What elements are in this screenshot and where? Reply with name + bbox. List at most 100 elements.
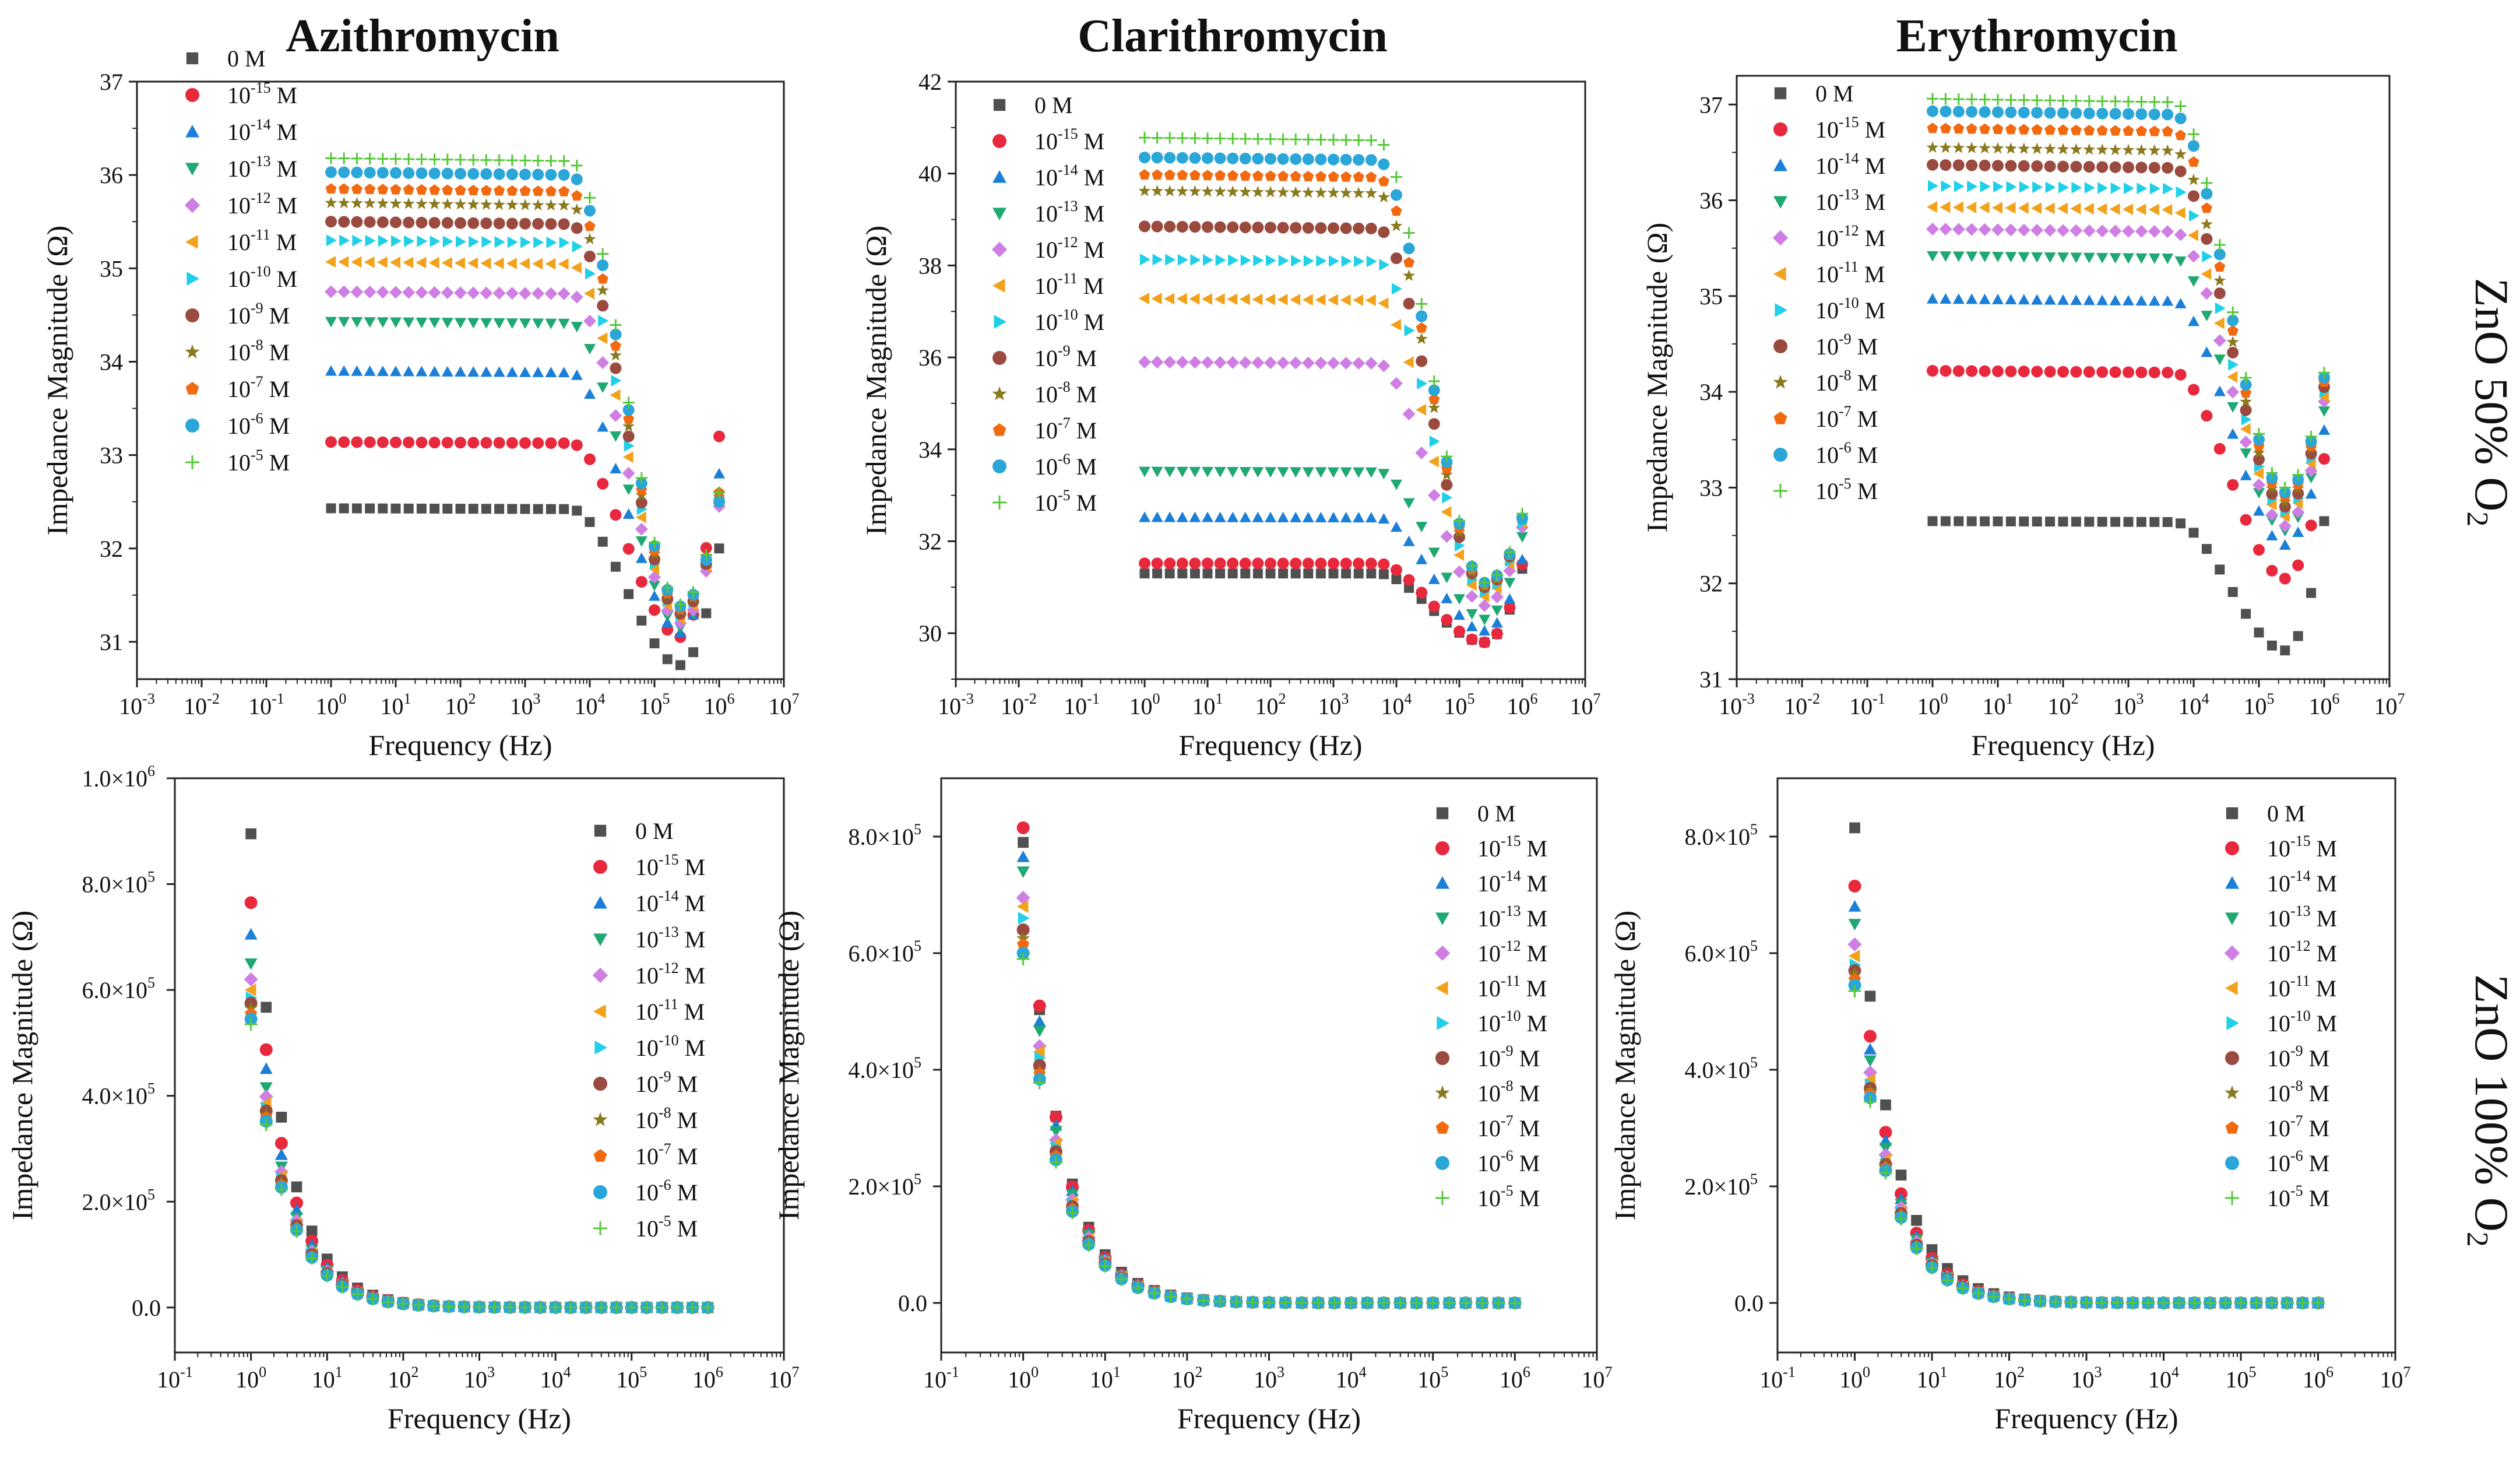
- data-point: [1353, 557, 1365, 570]
- data-point: [2162, 517, 2173, 527]
- data-point: [1353, 467, 1365, 478]
- data-point: [532, 217, 544, 230]
- x-tick-label: 106: [692, 1364, 723, 1393]
- x-tick-label: 100: [1129, 690, 1160, 719]
- y-tick-label: 32: [918, 528, 942, 554]
- legend-entry: 10-7 M: [227, 373, 290, 402]
- data-point: [244, 896, 258, 909]
- data-point: [1453, 549, 1464, 561]
- data-point: [2214, 261, 2226, 272]
- data-point: [2137, 182, 2148, 195]
- data-point: [1992, 123, 2004, 134]
- data-point: [2070, 224, 2083, 237]
- data-point: [2083, 107, 2095, 120]
- data-point: [1361, 1296, 1374, 1309]
- data-point: [1151, 152, 1163, 164]
- data-point: [2148, 295, 2160, 306]
- x-tick-label: 101: [1917, 1364, 1948, 1393]
- data-point: [480, 217, 492, 230]
- y-tick-label: 32: [100, 536, 123, 562]
- data-point: [1151, 293, 1162, 305]
- data-point: [325, 436, 337, 448]
- data-point: [597, 248, 609, 260]
- data-point: [389, 197, 402, 209]
- data-point: [1276, 356, 1290, 370]
- data-point: [1403, 574, 1415, 586]
- data-point: [390, 317, 402, 328]
- data-point: [2135, 108, 2148, 120]
- data-point: [1340, 153, 1352, 166]
- data-point: [2174, 297, 2187, 308]
- legend-marker: [2225, 981, 2238, 995]
- data-point: [1403, 498, 1415, 509]
- y-tick-label: 42: [918, 69, 942, 95]
- x-tick-label: 10-2: [184, 690, 220, 719]
- data-point: [571, 190, 583, 201]
- y-tick-label: 2.0×105: [82, 1186, 155, 1215]
- data-point: [1227, 221, 1239, 233]
- data-point: [2080, 1296, 2093, 1309]
- data-point: [1189, 466, 1201, 477]
- data-point: [1252, 153, 1264, 165]
- legend-entry: 10-14 M: [635, 887, 705, 916]
- data-point: [1214, 557, 1226, 570]
- legend-entry: 10-5 M: [1815, 475, 1878, 504]
- series-4: [1847, 937, 2325, 1311]
- data-point: [2005, 106, 2017, 118]
- legend-marker: [185, 419, 199, 433]
- series-4: [1138, 355, 1529, 612]
- data-point: [1226, 185, 1239, 198]
- legend-marker: [2225, 1085, 2240, 1099]
- data-point: [1426, 1296, 1440, 1309]
- data-point: [1303, 171, 1314, 182]
- data-point: [364, 216, 376, 228]
- data-point: [584, 250, 596, 262]
- data-point: [416, 167, 428, 180]
- legend-marker: [185, 308, 199, 322]
- data-point: [1847, 937, 1862, 952]
- data-point: [2279, 482, 2291, 494]
- legend-entry: 10-13 M: [1815, 186, 1885, 215]
- data-point: [519, 366, 531, 377]
- legend-entry: 10-7 M: [635, 1140, 698, 1169]
- data-point: [2018, 124, 2030, 135]
- data-point: [1455, 539, 1465, 551]
- data-point: [404, 235, 415, 247]
- data-point: [1453, 515, 1465, 527]
- data-point: [622, 404, 635, 416]
- data-point: [441, 437, 453, 449]
- data-point: [597, 332, 608, 345]
- data-point: [1353, 294, 1364, 306]
- data-point: [416, 503, 427, 514]
- data-point: [1391, 189, 1402, 201]
- data-point: [1189, 132, 1201, 145]
- legend-marker: [593, 896, 607, 909]
- x-tick-label: 101: [1192, 690, 1223, 719]
- data-point: [1453, 609, 1465, 620]
- legend-marker: [993, 99, 1006, 111]
- legend-marker: [992, 423, 1006, 436]
- data-point: [2148, 161, 2160, 174]
- data-point: [2017, 223, 2030, 237]
- data-point: [1504, 602, 1516, 614]
- y-tick-label: 0.0: [1734, 1290, 1764, 1316]
- y-axis-label: Impedance Magnitude (Ω): [860, 226, 892, 535]
- data-point: [1429, 435, 1440, 448]
- data-point: [2162, 125, 2173, 136]
- x-tick-label: 103: [464, 1364, 495, 1393]
- data-point: [493, 437, 505, 449]
- data-point: [1139, 557, 1150, 570]
- legend-marker: [2225, 876, 2239, 889]
- data-point: [622, 484, 635, 496]
- y-tick-label: 34: [100, 349, 123, 375]
- data-point: [571, 222, 583, 234]
- y-tick-label: 30: [918, 620, 942, 647]
- data-point: [2318, 424, 2330, 435]
- series-11: [244, 1018, 715, 1314]
- data-point: [376, 167, 389, 179]
- data-point: [2045, 181, 2056, 194]
- data-point: [2044, 202, 2055, 215]
- data-point: [244, 972, 258, 987]
- data-point: [415, 286, 428, 299]
- row-label-50-o2: ZnO 50% O2: [2461, 278, 2518, 527]
